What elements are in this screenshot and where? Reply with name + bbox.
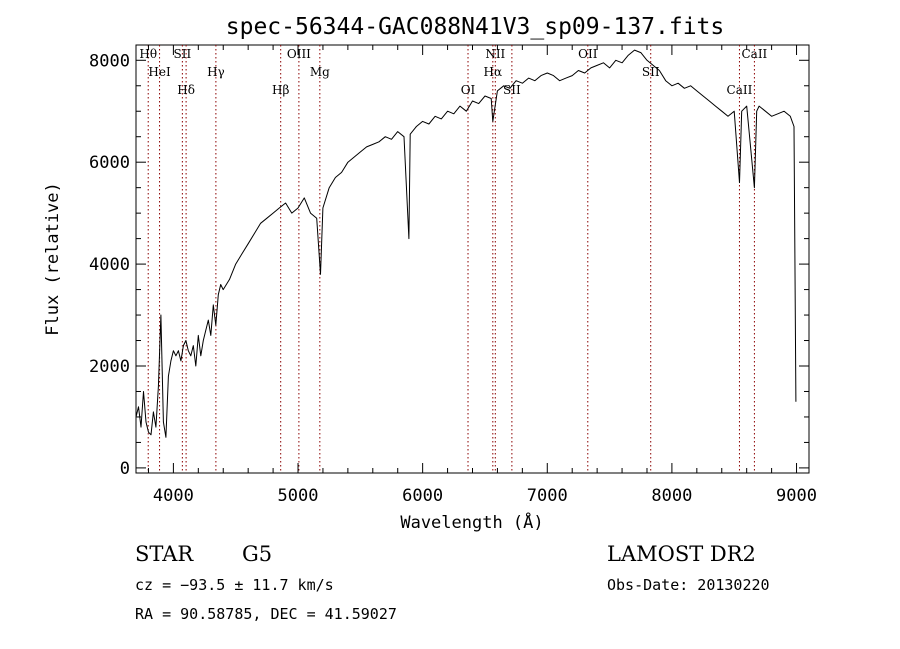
spectrum-layer	[135, 49, 797, 438]
x-tick-label: 8000	[651, 486, 692, 506]
y-tick-label: 0	[120, 459, 130, 479]
redshift-value: cz = −93.5 ± 11.7 km/s	[135, 576, 334, 594]
line-label: Hδ	[177, 83, 195, 97]
line-label: HeI	[148, 65, 171, 79]
y-tick-label: 4000	[89, 255, 130, 275]
y-axis-ticks: 0 2000 4000 6000 8000	[89, 51, 809, 479]
emission-line-markers	[147, 45, 755, 473]
y-axis-label: Flux (relative)	[43, 182, 63, 336]
info-block: STAR G5 LAMOST DR2 cz = −93.5 ± 11.7 km/…	[135, 542, 770, 623]
x-tick-label: 4000	[153, 486, 194, 506]
x-axis-label: Wavelength (Å)	[400, 511, 543, 533]
observation-date: Obs-Date: 20130220	[607, 576, 770, 594]
plot-frame	[135, 44, 810, 474]
line-label: SII	[642, 65, 660, 79]
y-tick-label: 2000	[89, 357, 130, 377]
coordinates: RA = 90.58785, DEC = 41.59027	[135, 605, 397, 623]
y-tick-label: 6000	[89, 153, 130, 173]
object-class: STAR	[135, 542, 194, 566]
x-axis-ticks: 4000 5000 6000 7000 8000 9000	[147, 45, 817, 506]
plot-area-border	[135, 44, 810, 474]
spectrum-line	[135, 49, 797, 438]
x-tick-label: 7000	[527, 486, 568, 506]
x-tick-label: 5000	[278, 486, 319, 506]
line-label: SII	[503, 83, 521, 97]
line-label: SII	[174, 47, 192, 61]
line-label: CaII	[727, 83, 753, 97]
survey-name: LAMOST DR2	[607, 542, 756, 566]
line-label: OI	[461, 83, 476, 97]
x-tick-label: 6000	[402, 486, 443, 506]
line-label: Hα	[484, 65, 503, 79]
line-label: OII	[578, 47, 598, 61]
emission-line-labels: HθHeIHδSIIHγHβOIIIMgOINIIHαSIIOIISIICaII…	[139, 47, 767, 97]
line-label: Hβ	[272, 83, 289, 97]
line-label: CaII	[741, 47, 767, 61]
line-label: NII	[485, 47, 505, 61]
object-subclass: G5	[242, 542, 272, 566]
chart-title: spec-56344-GAC088N41V3_sp09-137.fits	[226, 14, 725, 40]
line-label: Mg	[310, 65, 330, 79]
line-label: OIII	[287, 47, 311, 61]
line-label: Hγ	[207, 65, 225, 79]
x-tick-label: 9000	[776, 486, 817, 506]
y-tick-label: 8000	[89, 51, 130, 71]
line-label: Hθ	[139, 47, 157, 61]
